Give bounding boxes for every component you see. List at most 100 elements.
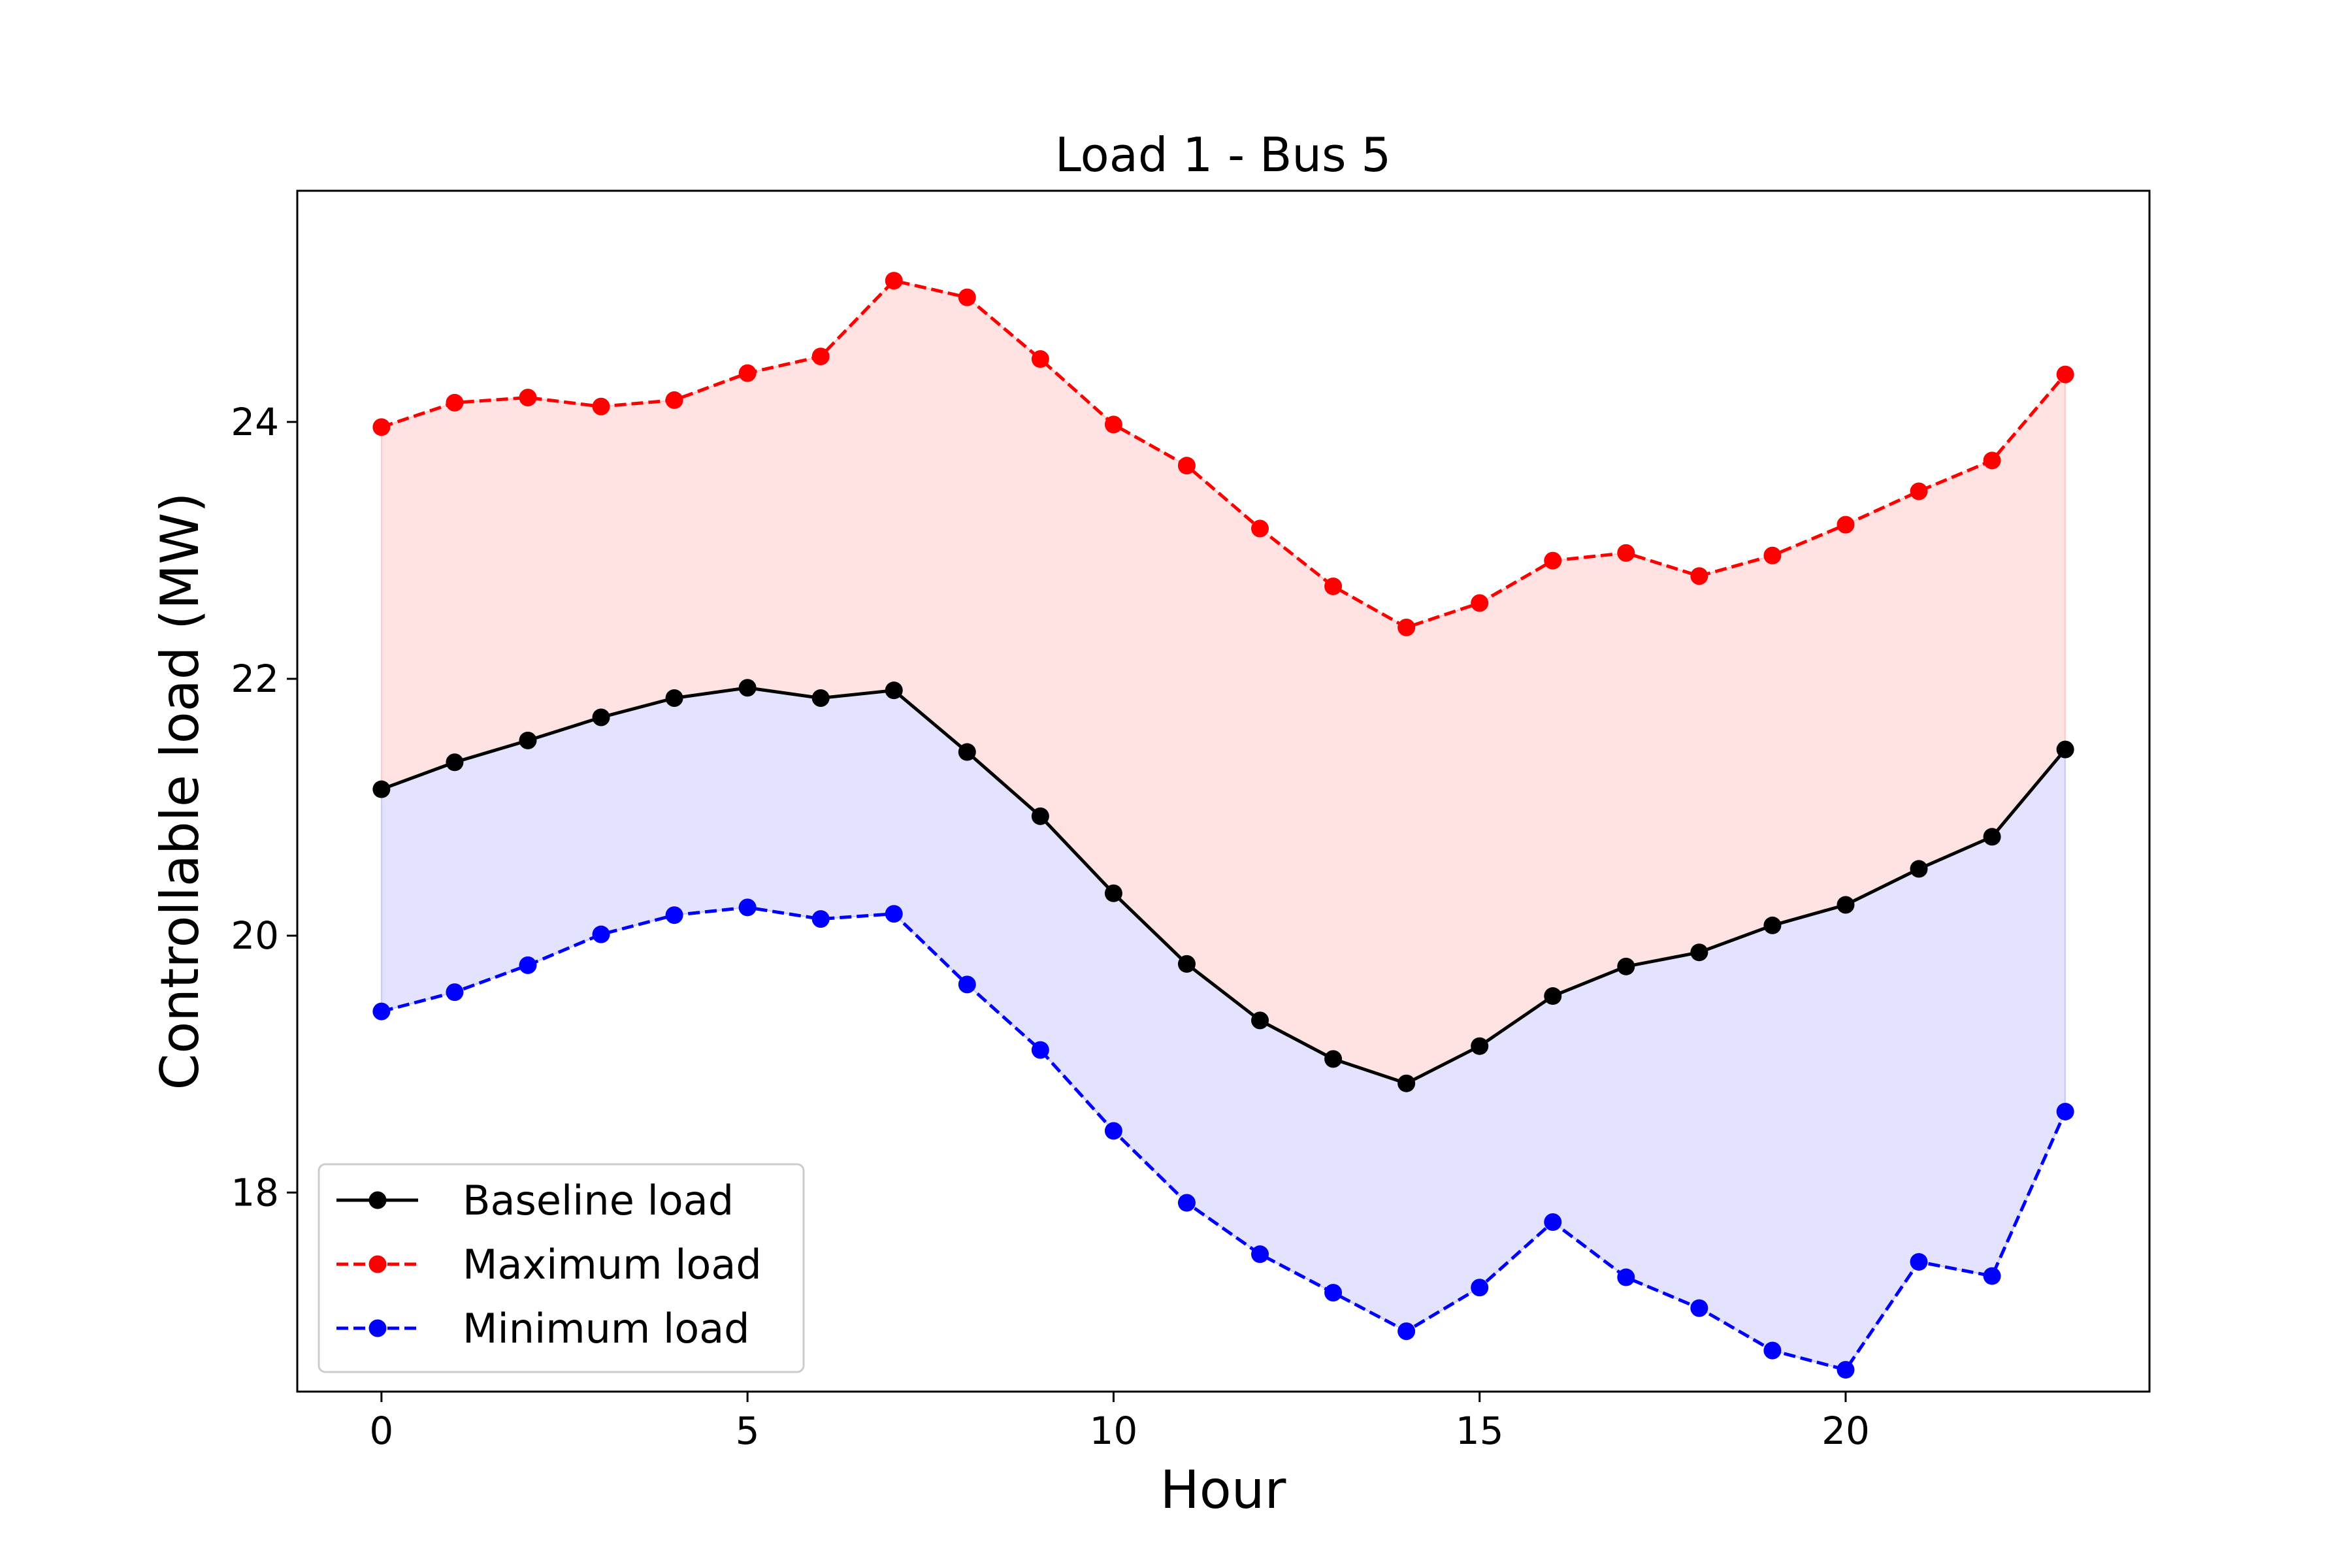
point-minimum-load-18 [1690,1299,1708,1317]
x-tick-label: 0 [369,1409,393,1453]
y-axis-ticks: 18 20 22 24 [231,400,297,1215]
point-minimum-load-2 [519,956,537,974]
point-minimum-load-0 [372,1002,391,1021]
point-maximum-load-19 [1763,546,1782,564]
point-maximum-load-12 [1251,519,1269,538]
point-minimum-load-4 [665,906,683,924]
point-baseline-load-12 [1251,1011,1269,1030]
point-minimum-load-19 [1763,1341,1782,1360]
point-baseline-load-4 [665,689,683,707]
point-baseline-load-13 [1324,1050,1343,1068]
point-maximum-load-10 [1104,416,1122,434]
point-maximum-load-23 [2056,365,2074,384]
x-axis-ticks: 0 5 10 15 20 [369,1392,1870,1453]
legend-label-maximum-load: Maximum load [463,1241,762,1288]
point-maximum-load-4 [665,391,683,409]
point-baseline-load-16 [1544,987,1562,1005]
point-baseline-load-5 [738,679,757,697]
point-baseline-load-9 [1031,807,1049,825]
point-baseline-load-2 [519,731,537,749]
point-maximum-load-15 [1471,594,1489,612]
point-baseline-load-19 [1763,916,1782,934]
point-maximum-load-11 [1177,457,1196,475]
point-minimum-load-9 [1031,1041,1049,1059]
point-baseline-load-14 [1397,1074,1416,1092]
series-markers [372,272,2074,1379]
point-baseline-load-7 [885,681,903,700]
point-minimum-load-1 [446,983,464,1002]
point-maximum-load-17 [1617,544,1635,562]
point-minimum-load-8 [958,975,976,994]
point-minimum-load-12 [1251,1245,1269,1264]
y-axis-label: Controllable load (MW) [150,492,210,1090]
point-maximum-load-0 [372,418,391,436]
legend-marker-minimum-load [368,1319,387,1337]
point-baseline-load-8 [958,743,976,761]
point-maximum-load-18 [1690,567,1708,585]
point-minimum-load-20 [1837,1361,1855,1379]
point-maximum-load-6 [811,348,830,366]
series-lines [380,279,2067,1372]
point-maximum-load-7 [885,272,903,290]
point-maximum-load-16 [1544,551,1562,570]
point-minimum-load-21 [1910,1252,1928,1271]
point-minimum-load-6 [811,910,830,928]
x-axis-label: Hour [1160,1460,1286,1520]
point-baseline-load-21 [1910,860,1928,878]
point-baseline-load-11 [1177,955,1196,973]
point-minimum-load-13 [1324,1284,1343,1302]
point-baseline-load-15 [1471,1037,1489,1055]
point-maximum-load-9 [1031,350,1049,368]
x-tick-label: 15 [1456,1409,1504,1453]
legend-marker-maximum-load [368,1255,387,1273]
point-minimum-load-3 [592,925,610,943]
legend: Baseline load Maximum load Minimum load [318,1163,805,1373]
point-baseline-load-17 [1617,957,1635,975]
y-tick-label: 22 [231,657,279,701]
point-minimum-load-16 [1544,1213,1562,1232]
point-baseline-load-1 [446,753,464,772]
legend-marker-baseline-load [368,1191,387,1209]
point-minimum-load-10 [1104,1122,1122,1140]
point-baseline-load-6 [811,689,830,707]
point-baseline-load-20 [1837,896,1855,914]
point-minimum-load-15 [1471,1279,1489,1297]
point-maximum-load-8 [958,288,976,306]
point-maximum-load-5 [738,364,757,382]
point-maximum-load-1 [446,393,464,412]
point-maximum-load-2 [519,388,537,406]
point-baseline-load-18 [1690,943,1708,962]
chart-title: Load 1 - Bus 5 [1055,127,1391,182]
point-minimum-load-22 [1983,1267,2001,1285]
point-maximum-load-22 [1983,451,2001,470]
point-minimum-load-5 [738,898,757,917]
line-minimum-load [381,906,2067,1372]
line-baseline-load [380,686,2067,1085]
legend-label-minimum-load: Minimum load [463,1305,750,1352]
point-minimum-load-17 [1617,1268,1635,1286]
line-maximum-load [381,279,2067,629]
plot-frame [296,189,2151,1393]
legend-box [318,1163,805,1373]
y-tick-label: 18 [231,1170,279,1215]
y-tick-label: 24 [231,400,279,444]
point-minimum-load-7 [885,905,903,923]
point-maximum-load-14 [1397,618,1416,636]
point-baseline-load-3 [592,708,610,727]
point-maximum-load-13 [1324,577,1343,595]
point-minimum-load-14 [1397,1322,1416,1341]
y-tick-label: 20 [231,913,279,958]
x-tick-label: 20 [1821,1409,1870,1453]
point-baseline-load-0 [372,780,391,798]
point-baseline-load-10 [1104,884,1122,902]
point-minimum-load-11 [1177,1194,1196,1212]
point-minimum-load-23 [2056,1102,2074,1120]
point-maximum-load-3 [592,397,610,416]
x-tick-label: 10 [1090,1409,1138,1453]
point-maximum-load-21 [1910,482,1928,500]
legend-label-baseline-load: Baseline load [463,1177,734,1224]
point-maximum-load-20 [1837,515,1855,534]
point-baseline-load-22 [1983,828,2001,846]
point-baseline-load-23 [2056,740,2074,759]
